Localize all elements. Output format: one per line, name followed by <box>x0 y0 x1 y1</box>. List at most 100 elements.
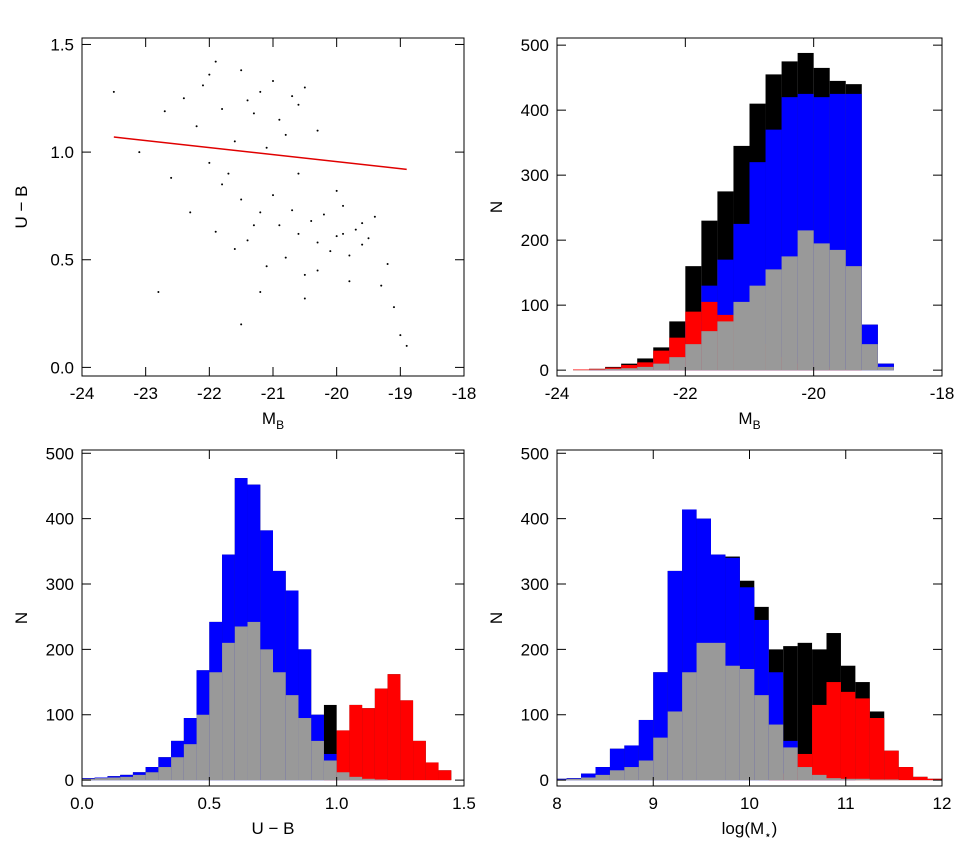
scatter-point <box>354 228 357 231</box>
histogram-bar <box>669 357 686 371</box>
histogram-bar <box>749 285 766 371</box>
y-axis-label-part: N <box>487 612 506 624</box>
scatter-point <box>170 176 173 179</box>
histogram-bar <box>362 778 375 781</box>
histogram-bar <box>94 778 108 781</box>
scatter-point <box>214 60 217 63</box>
scatter-point <box>367 237 370 240</box>
y-tick-label: 500 <box>521 36 549 55</box>
scatter-point <box>297 172 300 175</box>
scatter-point <box>227 172 230 175</box>
scatter-point <box>316 129 319 132</box>
histogram-bar <box>826 682 841 781</box>
scatter-point <box>303 273 306 276</box>
histogram-bar <box>861 344 878 371</box>
histogram-bar <box>637 366 654 371</box>
histogram-bar <box>311 740 324 781</box>
y-tick-label: 400 <box>521 510 549 529</box>
histogram-bar <box>768 724 784 781</box>
scatter-point <box>284 133 287 136</box>
x-tick-label: 8 <box>552 794 561 813</box>
scatter-point <box>380 284 383 287</box>
histogram-bar <box>855 698 870 781</box>
x-tick-label: 10 <box>740 794 759 813</box>
y-axis-label-part: N <box>12 612 31 624</box>
histogram-bar <box>605 368 622 371</box>
x-axis-label-part: M <box>738 409 752 428</box>
scatter-point <box>329 250 332 253</box>
scatter-point <box>303 297 306 300</box>
scatter-point <box>259 291 262 294</box>
x-axis-label-part: U − B <box>252 819 295 838</box>
y-tick-label: 100 <box>46 706 74 725</box>
scatter-point <box>252 112 255 115</box>
scatter-point <box>348 254 351 257</box>
scatter-point <box>221 183 224 186</box>
scatter-point <box>348 280 351 283</box>
histogram-bar <box>573 369 590 371</box>
y-axis-label: N <box>12 612 31 624</box>
histogram-bar <box>813 243 830 371</box>
scatter-point <box>303 86 306 89</box>
scatter-point <box>316 269 319 272</box>
scatter-point <box>386 263 389 266</box>
x-tick-label: 1.5 <box>452 794 476 813</box>
x-tick-label: -20 <box>324 384 349 403</box>
histogram-bar <box>285 695 299 781</box>
histogram-bar <box>82 778 95 781</box>
histogram-bar <box>120 776 133 781</box>
scatter-point <box>310 219 313 222</box>
axes-frame <box>81 37 465 377</box>
histogram-bar <box>812 774 827 781</box>
y-tick-label: 400 <box>46 510 74 529</box>
histogram-bar <box>589 369 606 371</box>
x-tick-label: 12 <box>933 794 952 813</box>
x-tick-label: 1.0 <box>325 794 349 813</box>
scatter-point <box>252 224 255 227</box>
histogram-bar <box>234 626 248 781</box>
y-axis-label-part: U − B <box>12 186 31 229</box>
histogram-bar <box>826 778 841 781</box>
x-tick-label: 0.5 <box>198 794 222 813</box>
histogram-bar <box>374 779 388 781</box>
scatter-point <box>208 73 211 76</box>
plot-area <box>82 478 452 781</box>
y-tick-label: 100 <box>521 296 549 315</box>
histogram-bar <box>260 649 273 781</box>
y-tick-label: 1.5 <box>50 35 74 54</box>
histogram-bar <box>183 744 197 781</box>
histogram-bar <box>797 767 813 781</box>
scatter-point <box>246 99 249 102</box>
histogram-bar <box>605 367 622 371</box>
y-tick-label: 200 <box>521 640 549 659</box>
histogram-bar <box>349 776 363 781</box>
histogram-bar <box>637 362 654 371</box>
y-tick-label: 100 <box>521 706 549 725</box>
histogram-bar <box>783 747 798 781</box>
histogram-bar <box>781 256 798 371</box>
x-axis-label: MB <box>738 409 760 432</box>
panel: 8 9 10 11 12 0 100 200 300 400 500 log(M⋆) N <box>487 444 951 842</box>
axes-frame <box>81 449 465 787</box>
scatter-point <box>240 323 243 326</box>
histogram-bar <box>621 364 638 371</box>
y-axis-label: U − B <box>12 186 31 229</box>
scatter-point <box>221 108 224 111</box>
x-tick-label: 11 <box>837 794 855 813</box>
scatter-point <box>399 334 402 337</box>
histogram-bar <box>701 331 718 371</box>
histogram-bar <box>765 269 782 371</box>
scatter-point <box>195 125 198 128</box>
histogram-bar <box>877 366 894 371</box>
scatter-point <box>272 194 274 197</box>
histogram-bar <box>869 779 885 781</box>
y-tick-label: 200 <box>521 231 549 250</box>
histogram-bar <box>362 708 375 781</box>
histogram-bar <box>638 760 654 781</box>
histogram-bar <box>855 778 870 781</box>
plot-area <box>112 60 408 347</box>
histogram-bar <box>323 760 337 781</box>
scatter-point <box>361 222 364 225</box>
scatter-point <box>291 209 294 212</box>
scatter-point <box>322 213 325 216</box>
